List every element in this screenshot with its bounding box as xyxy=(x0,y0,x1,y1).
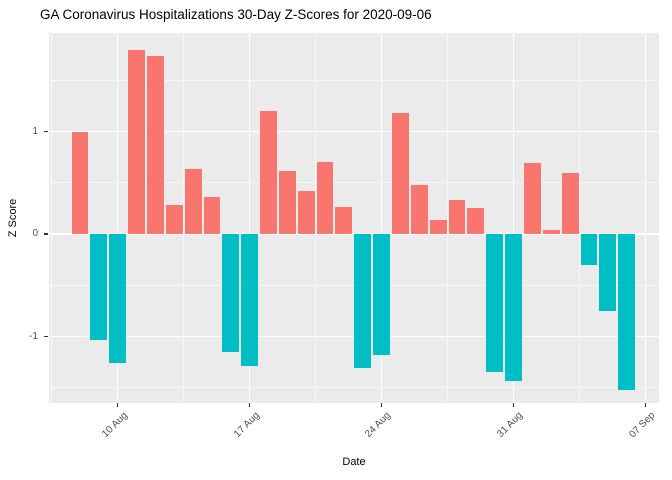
y-gridline-minor xyxy=(49,182,659,184)
x-gridline-major xyxy=(512,33,515,403)
y-tick-label: -1 xyxy=(29,330,38,342)
bar-positive xyxy=(542,229,560,234)
bar-positive xyxy=(316,162,334,234)
x-tick-label: 31 Aug xyxy=(495,410,526,440)
bar-positive xyxy=(278,171,296,234)
bar-positive xyxy=(71,131,89,234)
x-tick-label: 24 Aug xyxy=(363,410,394,440)
bar-negative xyxy=(373,234,391,355)
bar-positive xyxy=(203,197,221,234)
bar-positive xyxy=(561,172,579,234)
x-gridline-major xyxy=(248,33,251,403)
bar-positive xyxy=(260,111,277,234)
plot-panel xyxy=(49,33,659,403)
y-gridline-minor xyxy=(49,387,659,389)
bar-negative xyxy=(580,234,598,265)
bar-positive xyxy=(184,169,202,234)
bar-negative xyxy=(90,234,108,340)
bar-negative xyxy=(354,234,372,369)
bar-negative xyxy=(241,234,259,367)
y-gridline-minor xyxy=(49,284,659,286)
y-gridline-major xyxy=(49,130,659,133)
y-gridline-minor xyxy=(49,79,659,81)
bar-negative xyxy=(618,234,636,390)
x-tick-mark xyxy=(380,403,383,407)
x-tick-mark xyxy=(116,403,119,407)
y-tick-mark xyxy=(44,233,48,235)
x-tick-label: 17 Aug xyxy=(231,410,262,440)
bar-negative xyxy=(222,234,240,352)
bar-positive xyxy=(392,113,409,234)
bar-negative xyxy=(505,234,522,381)
bar-positive xyxy=(335,207,353,234)
bar-positive xyxy=(128,49,145,234)
x-tick-mark xyxy=(644,403,647,407)
y-tick-mark xyxy=(44,130,48,133)
x-gridline-minor xyxy=(51,33,53,403)
x-gridline-minor xyxy=(183,33,185,403)
x-gridline-minor xyxy=(447,33,449,403)
x-tick-label: 07 Sep xyxy=(627,410,658,441)
y-tick-label: 0 xyxy=(32,228,38,239)
x-gridline-minor xyxy=(579,33,581,403)
x-axis-title: Date xyxy=(342,456,366,468)
x-gridline-major xyxy=(380,33,383,403)
bar-positive xyxy=(297,190,315,234)
y-tick-mark xyxy=(44,335,48,338)
x-tick-mark xyxy=(248,403,251,407)
x-gridline-major xyxy=(644,33,647,403)
y-gridline-major xyxy=(49,335,659,338)
x-gridline-minor xyxy=(315,33,317,403)
bar-negative xyxy=(109,234,127,364)
bar-positive xyxy=(410,184,428,234)
x-tick-label: 10 Aug xyxy=(99,410,130,440)
y-gridline-major xyxy=(49,233,659,235)
y-axis-title: Z Score xyxy=(7,198,19,238)
y-tick-label: 1 xyxy=(32,125,38,137)
bar-positive xyxy=(146,55,164,234)
bar-positive xyxy=(467,208,485,234)
bar-positive xyxy=(165,205,183,234)
x-tick-mark xyxy=(512,403,515,407)
chart-title: GA Coronavirus Hospitalizations 30-Day Z… xyxy=(40,7,432,22)
bar-negative xyxy=(486,234,504,373)
x-gridline-major xyxy=(117,33,119,403)
bar-positive xyxy=(429,219,447,234)
bar-positive xyxy=(448,200,466,234)
bar-negative xyxy=(599,234,617,311)
bar-positive xyxy=(523,163,541,234)
